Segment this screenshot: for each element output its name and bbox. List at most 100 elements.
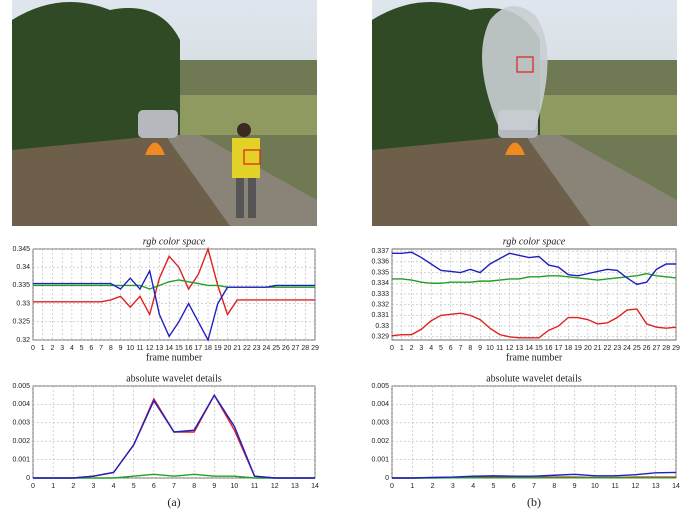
x-tick-label: 18 [564,345,572,352]
x-tick-label: 14 [672,483,680,490]
x-tick-label: 8 [468,345,472,352]
x-tick-label: 10 [486,345,494,352]
x-tick-label: 7 [532,483,536,490]
x-tick-label: 19 [574,345,582,352]
x-tick-label: 3 [451,483,455,490]
x-tick-label: 6 [512,483,516,490]
x-tick-label: 11 [136,345,143,352]
x-tick-label: 10 [126,345,134,352]
x-tick-label: 2 [410,345,414,352]
y-tick-label: 0.335 [12,282,30,289]
x-tick-label: 5 [132,483,136,490]
x-axis-label: frame number [146,352,203,363]
x-tick-label: 14 [165,345,173,352]
y-tick-label: 0.33 [16,300,30,307]
y-tick-label: 0.337 [371,248,389,255]
x-tick-label: 28 [662,345,670,352]
x-tick-label: 4 [112,483,116,490]
y-tick-label: 0 [26,475,30,482]
chart-title: absolute wavelet details [486,373,582,384]
chart-title: rgb color space [143,236,206,247]
x-tick-label: 8 [192,483,196,490]
x-tick-label: 8 [552,483,556,490]
y-tick-label: 0.334 [371,280,389,287]
x-tick-label: 29 [672,345,680,352]
y-tick-label: 0.332 [371,302,389,309]
x-tick-label: 26 [643,345,651,352]
x-tick-label: 3 [60,345,64,352]
y-tick-label: 0 [385,475,389,482]
x-tick-label: 19 [214,345,222,352]
x-tick-label: 24 [623,345,631,352]
x-tick-label: 26 [282,345,290,352]
y-tick-label: 0.002 [12,438,30,445]
x-tick-label: 27 [653,345,661,352]
y-tick-label: 0.004 [12,401,30,408]
caption: (a) [167,495,180,509]
x-tick-label: 10 [231,483,239,490]
x-tick-label: 14 [525,345,533,352]
x-tick-label: 13 [156,345,164,352]
x-tick-label: 1 [41,345,45,352]
x-tick-label: 13 [515,345,523,352]
x-tick-label: 0 [31,345,35,352]
y-tick-label: 0.33 [375,323,389,330]
x-tick-label: 29 [311,345,319,352]
x-tick-label: 9 [478,345,482,352]
photo-right [372,0,677,226]
x-tick-label: 20 [584,345,592,352]
y-tick-label: 0.005 [371,383,389,390]
x-tick-label: 9 [573,483,577,490]
x-tick-label: 0 [390,345,394,352]
y-tick-label: 0.331 [371,312,389,319]
chart-title: rgb color space [503,236,566,247]
x-tick-label: 12 [506,345,514,352]
y-tick-label: 0.005 [12,383,30,390]
x-tick-label: 13 [652,483,660,490]
x-tick-label: 25 [272,345,280,352]
x-tick-label: 0 [31,483,35,490]
y-tick-label: 0.001 [371,456,389,463]
x-axis-label: frame number [506,352,563,363]
x-tick-label: 6 [89,345,93,352]
y-tick-label: 0.003 [371,420,389,427]
photo-left [12,0,317,226]
x-tick-label: 12 [632,483,640,490]
x-tick-label: 4 [70,345,74,352]
x-tick-label: 11 [612,483,619,490]
x-tick-label: 5 [439,345,443,352]
x-tick-label: 7 [172,483,176,490]
x-tick-label: 1 [51,483,55,490]
y-tick-label: 0.32 [16,337,30,344]
x-tick-label: 2 [71,483,75,490]
x-tick-label: 23 [613,345,621,352]
x-tick-label: 16 [545,345,553,352]
x-tick-label: 28 [301,345,309,352]
x-tick-label: 0 [390,483,394,490]
y-tick-label: 0.345 [12,246,30,253]
x-tick-label: 5 [491,483,495,490]
x-tick-label: 11 [496,345,503,352]
x-tick-label: 22 [604,345,612,352]
x-tick-label: 23 [253,345,261,352]
x-tick-label: 15 [535,345,543,352]
x-tick-label: 17 [555,345,563,352]
y-tick-label: 0.002 [371,438,389,445]
y-tick-label: 0.335 [371,269,389,276]
x-tick-label: 18 [204,345,212,352]
x-tick-label: 7 [459,345,463,352]
x-tick-label: 1 [400,345,404,352]
y-tick-label: 0.34 [16,264,30,271]
x-tick-label: 3 [91,483,95,490]
x-tick-label: 10 [591,483,599,490]
x-tick-label: 27 [292,345,300,352]
chart-title: absolute wavelet details [126,373,222,384]
x-tick-label: 6 [152,483,156,490]
y-tick-label: 0.336 [371,259,389,266]
x-tick-label: 15 [175,345,183,352]
x-tick-label: 9 [119,345,123,352]
x-tick-label: 9 [212,483,216,490]
x-tick-label: 7 [99,345,103,352]
x-tick-label: 11 [251,483,258,490]
y-tick-label: 0.329 [371,334,389,341]
